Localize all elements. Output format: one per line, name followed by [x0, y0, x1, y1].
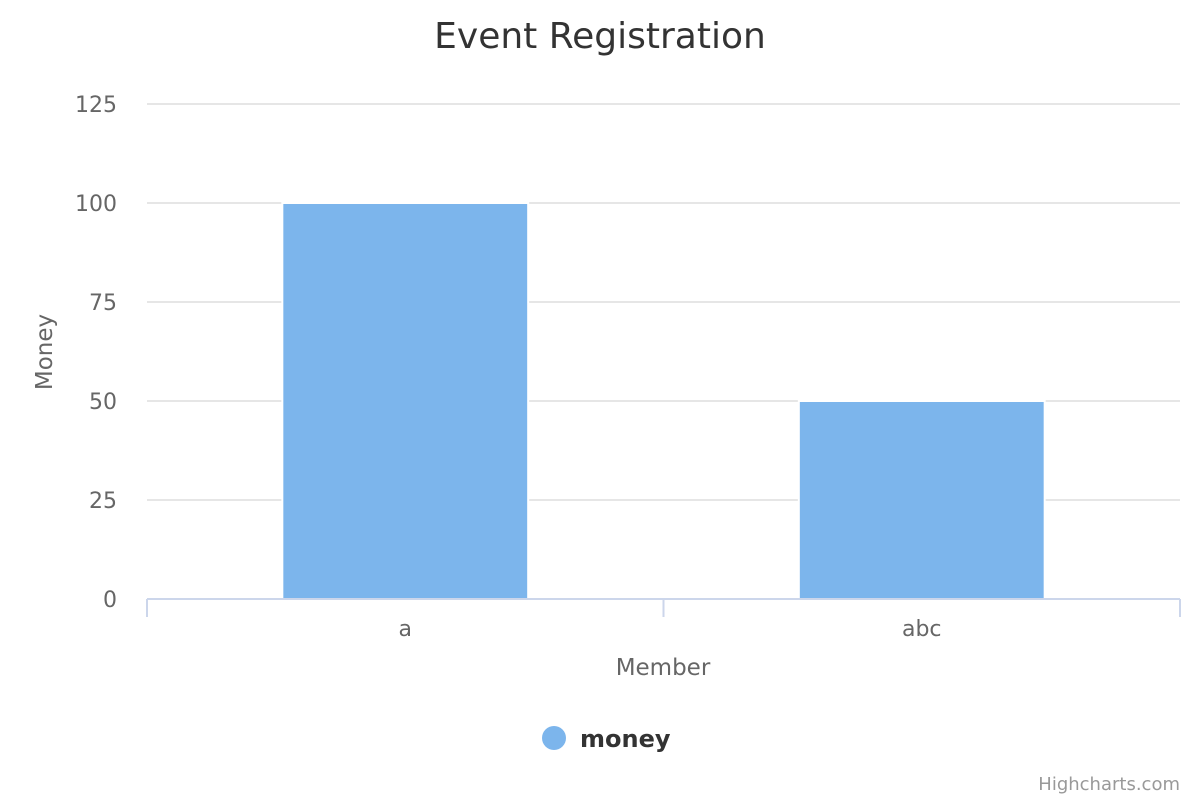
legend-label: money — [580, 725, 671, 753]
x-axis-title: Member — [616, 655, 711, 681]
legend-symbol-circle — [542, 726, 566, 750]
x-axis-tick-labels: a abc — [399, 617, 942, 642]
bar-a[interactable] — [281, 202, 530, 600]
x-tick-label: abc — [902, 617, 942, 642]
y-tick-label: 0 — [103, 588, 117, 613]
y-axis-title: Money — [32, 314, 58, 390]
x-tick-label: a — [399, 617, 412, 642]
y-tick-label: 75 — [89, 291, 117, 316]
legend-item-money[interactable]: money — [542, 725, 671, 753]
credits-link[interactable]: Highcharts.com — [1038, 774, 1180, 795]
chart-title: Event Registration — [434, 16, 766, 57]
y-tick-label: 50 — [89, 390, 117, 415]
bar-abc[interactable] — [797, 400, 1046, 600]
bars — [281, 202, 1046, 600]
y-tick-label: 100 — [75, 192, 117, 217]
y-axis-tick-labels: 0 25 50 75 100 125 — [75, 93, 117, 613]
x-axis-tick-marks — [146, 599, 1181, 617]
y-tick-label: 25 — [89, 489, 117, 514]
legend: money — [542, 725, 671, 753]
y-tick-label: 125 — [75, 93, 117, 118]
